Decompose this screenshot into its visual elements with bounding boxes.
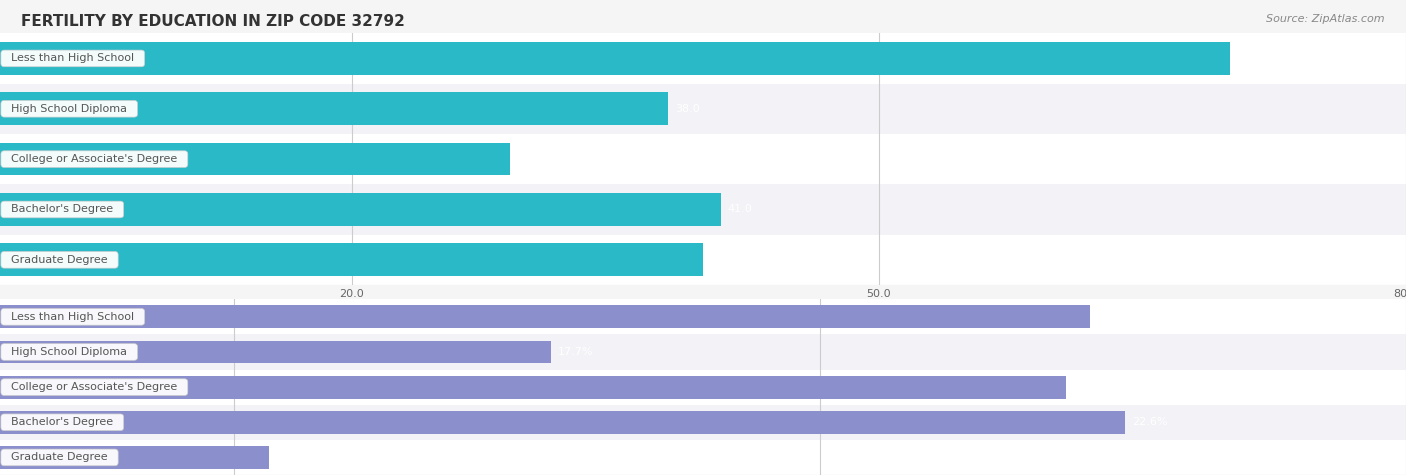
Text: 41.0: 41.0 bbox=[728, 204, 752, 215]
Text: 38.0: 38.0 bbox=[675, 104, 700, 114]
Text: Bachelor's Degree: Bachelor's Degree bbox=[4, 204, 121, 215]
Text: Source: ZipAtlas.com: Source: ZipAtlas.com bbox=[1267, 14, 1385, 24]
Text: 29.0: 29.0 bbox=[517, 154, 541, 164]
Text: Less than High School: Less than High School bbox=[4, 312, 142, 322]
Text: 22.1%: 22.1% bbox=[1073, 382, 1109, 392]
Text: 17.7%: 17.7% bbox=[558, 347, 593, 357]
Bar bbox=[0, 411, 1125, 434]
Bar bbox=[0, 440, 1406, 475]
Bar bbox=[0, 93, 668, 125]
Text: 22.6%: 22.6% bbox=[1132, 417, 1167, 428]
Text: FERTILITY BY EDUCATION IN ZIP CODE 32792: FERTILITY BY EDUCATION IN ZIP CODE 32792 bbox=[21, 14, 405, 29]
Bar bbox=[0, 134, 1406, 184]
Text: College or Associate's Degree: College or Associate's Degree bbox=[4, 154, 184, 164]
Bar bbox=[0, 334, 1406, 370]
Text: Graduate Degree: Graduate Degree bbox=[4, 452, 115, 463]
Text: Less than High School: Less than High School bbox=[4, 53, 142, 64]
Text: 15.3%: 15.3% bbox=[277, 452, 312, 463]
Text: High School Diploma: High School Diploma bbox=[4, 347, 134, 357]
Bar bbox=[0, 193, 720, 226]
Bar bbox=[0, 184, 1406, 235]
Text: High School Diploma: High School Diploma bbox=[4, 104, 134, 114]
Text: Bachelor's Degree: Bachelor's Degree bbox=[4, 417, 121, 428]
Text: College or Associate's Degree: College or Associate's Degree bbox=[4, 382, 184, 392]
Bar bbox=[0, 42, 1230, 75]
Text: 70.0: 70.0 bbox=[1237, 53, 1263, 64]
Text: Graduate Degree: Graduate Degree bbox=[4, 255, 115, 265]
Bar bbox=[0, 405, 1406, 440]
Bar bbox=[0, 299, 1406, 334]
Bar bbox=[0, 446, 270, 469]
Bar bbox=[0, 341, 551, 363]
Bar bbox=[0, 376, 1066, 399]
Bar bbox=[0, 370, 1406, 405]
Bar bbox=[0, 33, 1406, 84]
Bar bbox=[0, 305, 1090, 328]
Bar bbox=[0, 84, 1406, 134]
Bar bbox=[0, 244, 703, 276]
Bar bbox=[0, 143, 509, 175]
Bar bbox=[0, 235, 1406, 285]
Text: 22.3%: 22.3% bbox=[1097, 312, 1132, 322]
Text: 40.0: 40.0 bbox=[710, 255, 735, 265]
